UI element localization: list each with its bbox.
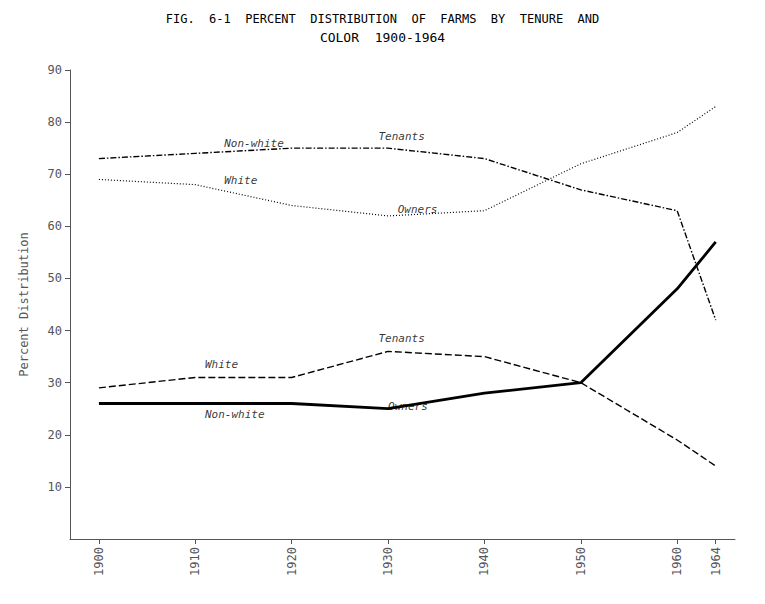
svg-text:Owners: Owners [388,400,428,413]
svg-text:1920: 1920 [285,547,299,576]
svg-text:30: 30 [48,376,62,390]
svg-text:70: 70 [48,167,62,181]
svg-text:Non-white: Non-white [223,137,284,150]
svg-text:1950: 1950 [574,547,588,576]
svg-text:40: 40 [48,324,62,338]
svg-text:1900: 1900 [92,547,106,576]
svg-text:COLOR 1900-1964: COLOR 1900-1964 [320,30,445,45]
svg-text:1930: 1930 [381,547,395,576]
svg-text:1910: 1910 [188,547,202,576]
svg-text:1940: 1940 [477,547,491,576]
svg-text:White: White [205,358,238,371]
svg-text:80: 80 [48,115,62,129]
svg-text:White: White [224,174,257,187]
svg-text:10: 10 [48,480,62,494]
svg-text:1960: 1960 [670,547,684,576]
svg-text:FIG. 6-1 PERCENT DISTRIBUTI: FIG. 6-1 PERCENT DISTRIBUTION OF FARMS B… [166,12,599,26]
svg-text:50: 50 [48,271,62,285]
svg-text:60: 60 [48,219,62,233]
svg-text:20: 20 [48,428,62,442]
svg-text:Owners: Owners [398,203,438,216]
svg-text:90: 90 [48,63,62,77]
svg-text:Tenants: Tenants [378,332,424,345]
svg-text:Percent Distribution: Percent Distribution [17,232,31,377]
svg-text:Tenants: Tenants [378,130,424,143]
svg-text:Non-white: Non-white [204,408,265,421]
svg-text:1964: 1964 [709,547,723,576]
